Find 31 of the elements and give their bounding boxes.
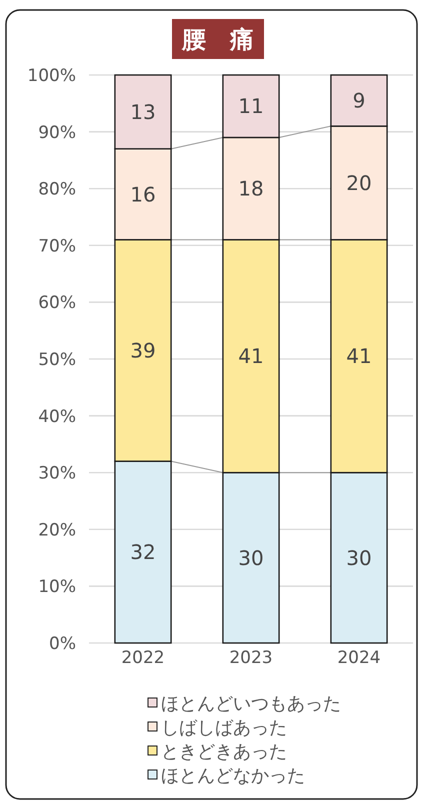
data-label: 18 bbox=[238, 176, 264, 201]
data-label: 41 bbox=[346, 344, 372, 368]
y-tick-label: 40% bbox=[38, 406, 76, 427]
data-label: 11 bbox=[238, 94, 264, 118]
data-label: 13 bbox=[130, 100, 156, 124]
y-tick-label: 20% bbox=[38, 520, 76, 540]
x-tick-label: 2022 bbox=[121, 648, 165, 668]
y-tick-label: 100% bbox=[27, 66, 76, 86]
y-tick-label: 50% bbox=[38, 350, 76, 370]
y-tick-label: 10% bbox=[38, 577, 76, 598]
y-tick-label: 90% bbox=[38, 122, 76, 143]
x-tick-label: 2024 bbox=[337, 648, 381, 668]
legend-label: しばしばあった bbox=[161, 717, 287, 738]
y-tick-label: 0% bbox=[49, 634, 76, 654]
legend-label: ほとんどいつもあった bbox=[161, 693, 341, 714]
data-label: 41 bbox=[238, 344, 264, 368]
y-tick-label: 60% bbox=[38, 293, 76, 314]
legend-label: ときどきあった bbox=[161, 741, 287, 762]
x-tick-label: 2023 bbox=[229, 648, 273, 668]
data-label: 39 bbox=[130, 338, 156, 362]
data-label: 32 bbox=[130, 540, 156, 564]
data-label: 20 bbox=[346, 170, 372, 195]
data-label: 30 bbox=[346, 546, 372, 570]
legend-label: ほとんどなかった bbox=[161, 765, 305, 786]
data-label: 30 bbox=[238, 546, 264, 570]
y-tick-label: 30% bbox=[38, 464, 76, 484]
data-label: 9 bbox=[352, 88, 366, 113]
y-tick-label: 80% bbox=[38, 180, 76, 200]
y-tick-label: 70% bbox=[38, 236, 76, 256]
data-label: 16 bbox=[130, 182, 156, 206]
chart-title: 腰 痛 bbox=[181, 26, 254, 54]
